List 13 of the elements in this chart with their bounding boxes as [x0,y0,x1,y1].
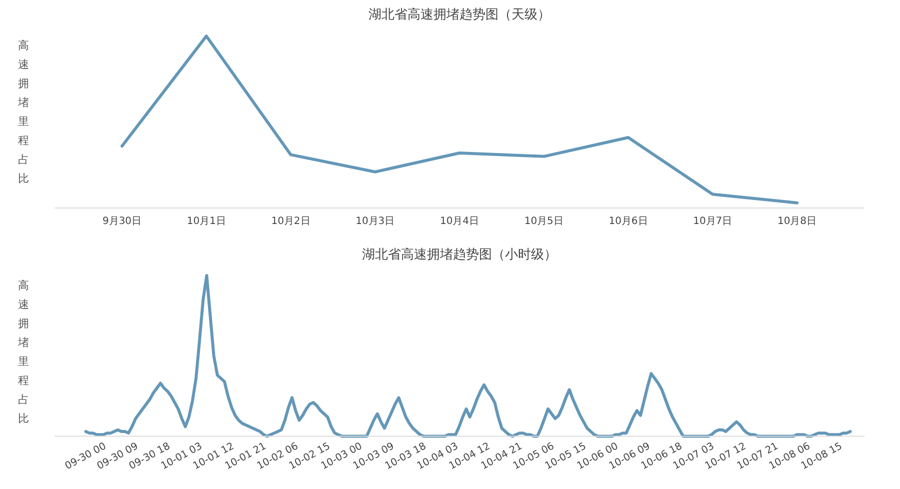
x-tick-label: 10月2日 [271,216,310,228]
chart-title: 湖北省高速拥堵趋势图（小时级） [362,246,557,262]
chart-title: 湖北省高速拥堵趋势图（天级） [368,6,550,22]
x-tick-label: 9月30日 [102,216,142,228]
x-tick-label: 10月6日 [608,216,648,228]
x-tick-label: 10月3日 [356,216,395,228]
x-tick-label: 10月5日 [524,216,564,228]
x-tick-label: 10月4日 [440,216,480,228]
y-axis-title: 高速拥堵里程占比 [18,278,30,427]
y-axis-title: 高速拥堵里程占比 [18,38,30,187]
x-tick-label: 10月8日 [777,216,817,228]
x-tick-label: 10月7日 [693,216,732,228]
x-tick-label: 10月1日 [186,216,226,228]
